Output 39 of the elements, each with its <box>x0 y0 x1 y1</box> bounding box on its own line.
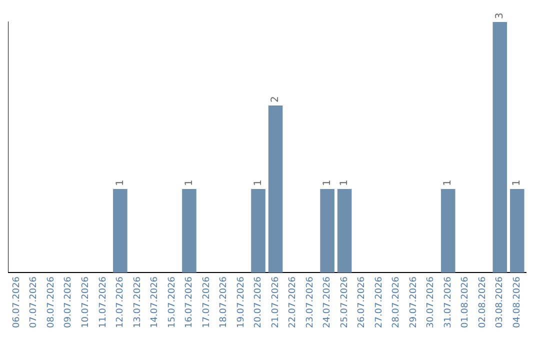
x-tick-label: 06.07.2026 <box>12 276 22 328</box>
x-tick-label: 31.07.2026 <box>443 276 454 328</box>
x-tick-label: 22.07.2026 <box>288 276 298 328</box>
x-tick-label: 29.07.2026 <box>408 276 419 328</box>
x-tick-label: 17.07.2026 <box>202 276 212 328</box>
x-tick-label: 25.07.2026 <box>340 276 350 328</box>
x-tick-label: 03.08.2026 <box>495 276 506 328</box>
x-tick-label: 10.07.2026 <box>81 276 92 328</box>
x-tick-label: 02.08.2026 <box>478 276 488 328</box>
data-label: 1 <box>252 180 264 186</box>
data-label: 3 <box>494 12 506 19</box>
x-tick-label: 01.08.2026 <box>460 276 471 328</box>
x-tick-label: 12.07.2026 <box>116 276 126 328</box>
x-tick-label: 24.07.2026 <box>322 276 333 328</box>
data-label: 1 <box>512 180 523 186</box>
x-tick-label: 14.07.2026 <box>150 276 160 328</box>
x-tick-label: 04.08.2026 <box>512 276 522 328</box>
data-label: 1 <box>114 180 126 186</box>
x-tick-label: 09.07.2026 <box>64 276 74 328</box>
data-label: 1 <box>442 180 454 186</box>
x-tick-label: 13.07.2026 <box>132 276 143 328</box>
x-tick-label: 28.07.2026 <box>392 276 402 328</box>
x-tick-label: 27.07.2026 <box>374 276 384 328</box>
data-label: 1 <box>322 180 333 186</box>
data-label: 2 <box>270 96 282 102</box>
x-tick-label: 08.07.2026 <box>46 276 56 328</box>
x-tick-label: 21.07.2026 <box>270 276 281 328</box>
data-label: 1 <box>184 180 195 186</box>
x-tick-label: 18.07.2026 <box>219 276 230 328</box>
x-tick-label: 16.07.2026 <box>184 276 195 328</box>
x-tick-label: 19.07.2026 <box>236 276 246 328</box>
x-tick-label: 20.07.2026 <box>254 276 264 328</box>
x-tick-label: 07.07.2026 <box>29 276 40 328</box>
data-label: 1 <box>339 180 350 186</box>
x-tick-label: 26.07.2026 <box>357 276 368 328</box>
x-tick-label: 23.07.2026 <box>305 276 316 328</box>
x-tick-label: 15.07.2026 <box>167 276 178 328</box>
x-tick-label: 30.07.2026 <box>426 276 436 328</box>
x-tick-label: 11.07.2026 <box>98 276 108 328</box>
